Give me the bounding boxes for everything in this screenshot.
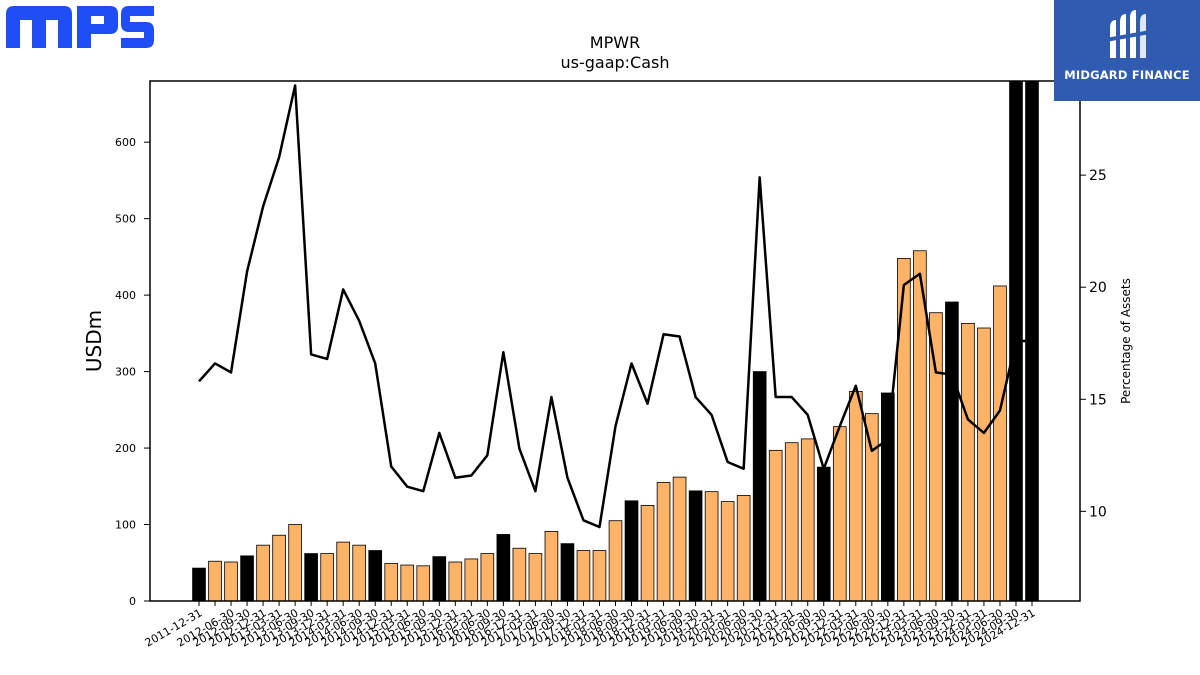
bar-2017-09-30	[560, 543, 575, 602]
bar-2012-09-30	[240, 555, 254, 602]
bar-2016-09-30	[496, 534, 511, 602]
bar-2023-12-31	[961, 323, 975, 602]
bar-2022-03-31	[848, 391, 863, 602]
y-tick-label: 500	[115, 213, 136, 226]
bar-2019-03-31	[656, 482, 671, 602]
bar-2020-03-31	[720, 501, 735, 602]
bar-2016-12-31	[512, 547, 527, 602]
y2-tick-label: 25	[1089, 168, 1107, 184]
y2-tick-label: 15	[1089, 392, 1107, 408]
bar-2015-03-31	[400, 564, 415, 602]
y-tick-label: 100	[115, 519, 136, 532]
bar-2020-06-30	[736, 495, 751, 602]
bar-2022-06-30	[865, 413, 879, 602]
y-tick-label: 600	[115, 136, 136, 149]
y-tick-label: 200	[115, 442, 136, 455]
y-axis-label: USDm	[82, 310, 106, 372]
bar-2014-03-31	[336, 541, 350, 602]
bar-2021-12-31	[832, 426, 847, 602]
bar-2019-06-30	[672, 476, 687, 602]
bar-2012-03-31	[208, 560, 222, 602]
bar-2020-09-30	[752, 371, 767, 602]
bar-2014-12-31	[384, 563, 399, 602]
bar-2020-12-31	[768, 449, 783, 602]
bar-2014-06-30	[352, 544, 366, 602]
bar-2019-09-30	[688, 490, 703, 602]
bar-2019-12-31	[704, 491, 719, 602]
percentage-line	[198, 84, 1032, 529]
y-tick-label: 0	[129, 595, 136, 608]
bar-2022-09-30	[881, 392, 895, 602]
chart-title: MPWR	[590, 33, 640, 52]
bar-2015-09-30	[432, 556, 447, 602]
x-axis: 2011-12-312012-06-302012-09-302012-12-31…	[143, 601, 1038, 650]
bar-2013-06-30	[288, 524, 302, 602]
y2-tick-label: 10	[1089, 504, 1107, 520]
bar-2015-06-30	[416, 565, 431, 602]
bar-2024-06-30	[993, 285, 1007, 602]
bar-2013-09-30	[304, 553, 318, 602]
bar-2024-03-31	[977, 327, 991, 602]
y-tick-label: 400	[115, 289, 136, 302]
bar-2021-06-30	[800, 438, 815, 602]
midgard-emblem-icon	[1106, 10, 1150, 58]
bar-2011-12-31	[192, 567, 206, 602]
bar-2017-03-31	[528, 553, 543, 602]
y2-axis-label: Percentage of Assets	[1119, 278, 1133, 404]
chart-subtitle: us-gaap:Cash	[560, 53, 669, 72]
bar-2021-09-30	[816, 466, 831, 602]
bar-2016-03-31	[464, 558, 479, 602]
bar-2018-06-30	[608, 520, 623, 602]
midgard-finance-logo: MIDGARD FINANCE	[1054, 0, 1200, 101]
bar-2012-06-30	[224, 561, 238, 602]
bar-2018-03-31	[592, 550, 607, 602]
y2-tick-label: 20	[1089, 280, 1107, 296]
bar-2013-12-31	[320, 553, 334, 602]
bar-series	[192, 80, 1039, 602]
right-y-axis: 10 15 20 25	[1080, 168, 1107, 520]
bar-2016-06-30	[480, 553, 495, 602]
bar-2017-12-31	[576, 550, 591, 602]
bar-2021-03-31	[784, 442, 799, 602]
bar-2017-06-30	[544, 531, 559, 602]
bar-2014-09-30	[368, 550, 383, 602]
bar-2023-06-30	[929, 312, 943, 602]
bar-2022-12-31	[897, 258, 911, 602]
bar-2023-09-30	[945, 301, 959, 602]
y-tick-label: 300	[115, 366, 136, 379]
bar-2013-03-31	[272, 534, 286, 602]
bar-2018-09-30	[624, 500, 639, 602]
line-series	[198, 84, 1032, 529]
mps-logo	[6, 6, 154, 48]
left-y-axis: 0 100 200 300 400 500 600	[115, 136, 150, 608]
bar-2015-12-31	[448, 561, 463, 602]
bar-2012-12-31	[256, 544, 270, 602]
bar-2018-12-31	[640, 505, 655, 602]
midgard-finance-label: MIDGARD FINANCE	[1064, 68, 1190, 82]
